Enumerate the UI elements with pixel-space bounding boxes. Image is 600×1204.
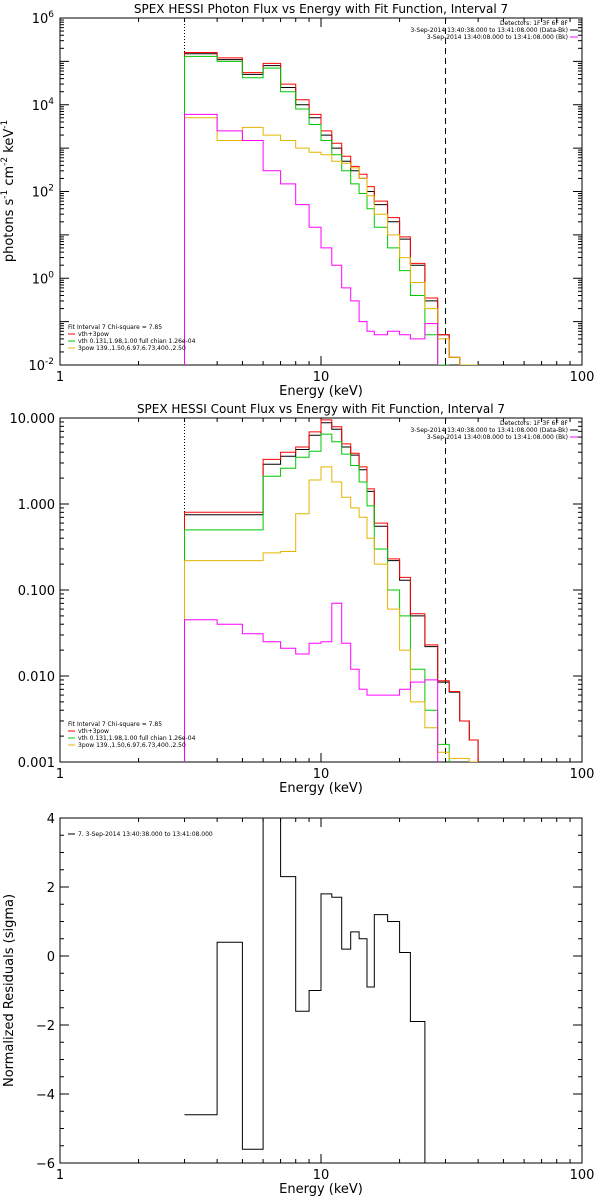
y-tick-base: 10 <box>32 12 49 27</box>
x-tick-label: 100 <box>570 767 595 782</box>
y-tick-label: 0 <box>47 950 55 965</box>
y-axis-label-exponent: -2 <box>0 157 10 166</box>
x-tick-label: 10 <box>313 1168 330 1183</box>
legend-left-item: 3pow 139.,1.50,6.97,6.73,400.,2.50 <box>78 742 186 749</box>
y-tick-label: 104 <box>32 97 55 114</box>
plot-frame <box>59 17 583 366</box>
legend-left-item: vth+3pow <box>78 331 109 338</box>
x-tick-label: 100 <box>570 1168 595 1183</box>
y-tick-label: 2 <box>47 881 55 896</box>
series-line-2 <box>184 55 450 365</box>
y-tick-label: 10-2 <box>28 357 54 374</box>
chart-title: SPEX HESSI Count Flux vs Energy with Fit… <box>137 402 505 416</box>
panel-resid: 1 10 100 Energy (keV) −6 −4 −2 0 2 4 Normalized Re… <box>2 812 594 1197</box>
y-axis-label-exponent: -1 <box>0 190 10 199</box>
x-tick-label: 1 <box>56 1168 64 1183</box>
series-line-2 <box>184 433 450 762</box>
y-tick-label: 1.000 <box>18 498 55 513</box>
y-tick-exponent: 4 <box>48 97 54 107</box>
x-tick-label: 10 <box>313 767 330 782</box>
legend-left-item: Fit Interval 7 Chi-square = 7.85 <box>68 721 162 728</box>
legend-left-item: 3pow 139.,1.50,6.97,6.73,400.,2.50 <box>78 345 186 352</box>
x-axis-label: Energy (keV) <box>279 1182 363 1197</box>
y-tick-label: 100 <box>32 270 55 287</box>
legend-right-item: 3-Sep-2014 13:40:38.000 to 13:41:08.000 … <box>410 427 568 434</box>
series-line-0 <box>184 818 446 1163</box>
legend-right-item: 3-Sep-2014 13:40:08.000 to 13:41:08.000 … <box>427 34 568 41</box>
legend-right-item: 3-Sep-2014 13:40:08.000 to 13:41:08.000 … <box>427 434 568 441</box>
y-axis-label-part: keV <box>2 129 17 157</box>
y-tick-label: 106 <box>32 10 55 27</box>
y-axis-label-part: cm <box>2 166 17 190</box>
series-group <box>184 818 446 1163</box>
x-axis-label: Energy (keV) <box>279 781 363 796</box>
y-tick-label: 4 <box>47 812 55 827</box>
series-line-0 <box>184 53 470 365</box>
y-axis-label: photons s⁻¹ cm⁻² keV⁻¹photons s-1 cm-2 k… <box>0 120 17 264</box>
legend-left-item: vth 0.131,1.98,1.00 full chian 1.26e-04 <box>78 338 196 345</box>
legend-left-item: vth 0.131,1.98,1.00 full chian 1.26e-04 <box>78 735 196 742</box>
y-tick-base: 10 <box>32 272 49 287</box>
series-line-1 <box>184 52 470 365</box>
legend-right-item: Detectors: 1F 3F 6F 8F <box>500 20 569 27</box>
panel-count: SPEX HESSI Count Flux vs Energy with Fit… <box>10 402 595 796</box>
x-tick-label: 100 <box>570 370 595 385</box>
legend-right-item: 3-Sep-2014 13:40:38.000 to 13:41:08.000 … <box>410 27 568 34</box>
y-tick-exponent: 0 <box>48 270 54 280</box>
x-axis-label: Energy (keV) <box>279 384 363 399</box>
x-tick-label: 1 <box>56 767 64 782</box>
y-tick-label: 10.000 <box>10 412 56 427</box>
panel-photon: SPEX HESSI Photon Flux vs Energy with Fi… <box>0 2 594 399</box>
y-tick-exponent: 6 <box>48 10 54 20</box>
legend-right-item: Detectors: 1F 3F 6F 8F <box>500 420 569 427</box>
y-tick-base: 10 <box>32 186 49 201</box>
y-tick-label: 0.010 <box>18 670 55 685</box>
y-axis-label-exponent: -1 <box>0 120 10 129</box>
y-tick-label: −2 <box>36 1019 55 1034</box>
x-tick-label: 10 <box>313 370 330 385</box>
series-line-0 <box>184 422 479 762</box>
y-tick-label: 0.001 <box>18 756 55 771</box>
y-tick-base: 10 <box>32 99 49 114</box>
legend-left-item: vth+3pow <box>78 728 109 735</box>
series-group <box>184 52 479 365</box>
series-line-1 <box>184 419 479 762</box>
legend-left-item: Fit Interval 7 Chi-square = 7.85 <box>68 324 162 331</box>
y-tick-label: 102 <box>32 184 54 201</box>
series-line-4 <box>184 113 439 365</box>
legend-left-item: 7. 3-Sep-2014 13:40:38.000 to 13:41:08.0… <box>78 831 213 838</box>
y-tick-base: 10 <box>28 359 45 374</box>
y-tick-label: 0.100 <box>18 584 55 599</box>
x-tick-label: 1 <box>56 370 64 385</box>
y-axis-label-part: photons s <box>2 199 17 263</box>
series-group <box>184 419 479 762</box>
y-tick-label: −6 <box>36 1157 55 1172</box>
y-tick-label: −4 <box>36 1088 55 1103</box>
y-tick-exponent: -2 <box>45 357 54 367</box>
chart-title: SPEX HESSI Photon Flux vs Energy with Fi… <box>134 2 508 16</box>
y-axis-label: Normalized Residuals (sigma) <box>2 894 17 1087</box>
series-line-3 <box>184 117 479 365</box>
series-line-4 <box>184 602 439 762</box>
y-tick-exponent: 2 <box>48 184 54 194</box>
